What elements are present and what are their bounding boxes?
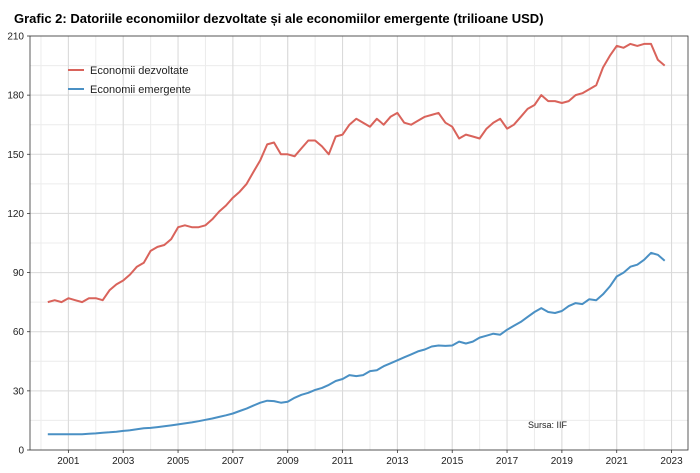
- legend-label-economii-emergente: Economii emergente: [90, 84, 191, 96]
- x-tick-label: 2021: [606, 456, 629, 467]
- y-tick-label: 210: [7, 32, 24, 43]
- y-tick-label: 0: [18, 446, 24, 457]
- x-tick-label: 2009: [277, 456, 300, 467]
- series-line-economii-dezvoltate: [47, 42, 666, 304]
- x-tick-label: 2015: [441, 456, 464, 467]
- y-tick-label: 90: [13, 268, 25, 279]
- series-line-economii-emergente: [47, 251, 666, 436]
- x-tick-label: 2013: [386, 456, 409, 467]
- x-tick-label: 2019: [551, 456, 574, 467]
- x-tick-label: 2007: [222, 456, 245, 467]
- x-tick-label: 2003: [112, 456, 135, 467]
- y-tick-label: 120: [7, 209, 24, 220]
- source-label: Sursa: IIF: [528, 420, 568, 430]
- plot-border: [29, 35, 689, 451]
- y-tick-label: 60: [13, 327, 25, 338]
- y-tick-label: 150: [7, 150, 24, 161]
- x-tick-label: 2017: [496, 456, 519, 467]
- x-tick-label: 2005: [167, 456, 190, 467]
- legend-label-economii-dezvoltate: Economii dezvoltate: [90, 65, 188, 77]
- x-tick-label: 2001: [57, 456, 80, 467]
- y-tick-label: 30: [13, 386, 25, 397]
- chart-title: Grafic 2: Datoriile economiilor dezvolta…: [14, 11, 544, 26]
- x-tick-label: 2023: [660, 456, 683, 467]
- x-tick-label: 2011: [332, 456, 354, 467]
- y-tick-label: 180: [7, 91, 24, 102]
